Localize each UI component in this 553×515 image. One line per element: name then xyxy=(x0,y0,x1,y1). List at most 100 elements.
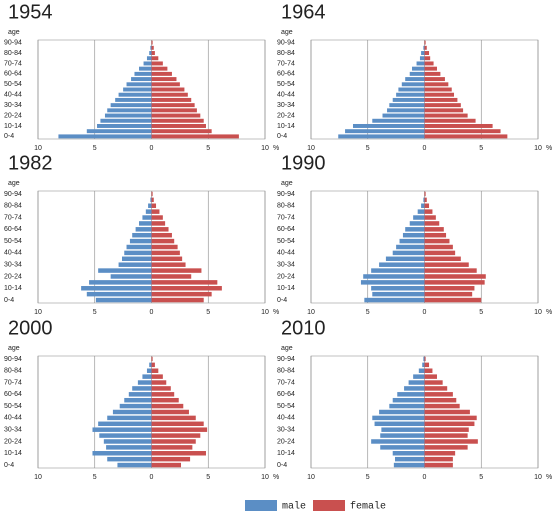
bar xyxy=(424,445,468,450)
bar xyxy=(424,215,436,220)
bar xyxy=(424,456,453,462)
bar xyxy=(424,409,470,415)
chart-title: 1990 xyxy=(281,152,326,174)
y-tick-label: 90-94 xyxy=(4,39,22,46)
bar xyxy=(151,71,172,76)
bar xyxy=(58,134,152,139)
y-tick-label: 30-34 xyxy=(4,427,22,434)
bar xyxy=(408,380,425,385)
bar xyxy=(151,415,196,421)
bar xyxy=(151,262,186,267)
bar xyxy=(151,123,206,128)
bar xyxy=(424,61,434,66)
bar xyxy=(107,456,152,462)
bar xyxy=(151,92,188,97)
bar xyxy=(424,268,477,273)
x-tick-label: 0 xyxy=(150,145,154,152)
bar xyxy=(372,415,425,421)
chart-title: 2000 xyxy=(8,317,53,339)
bar xyxy=(424,427,469,432)
bar xyxy=(424,403,460,409)
x-axis-label: % xyxy=(273,145,279,152)
y-tick-label: 0-4 xyxy=(277,462,287,469)
y-tick-label: 50-54 xyxy=(4,238,22,245)
y-tick-label: 80-84 xyxy=(277,203,295,210)
bar xyxy=(151,297,204,303)
bar xyxy=(151,221,166,226)
bar xyxy=(150,197,152,203)
bar xyxy=(374,421,425,427)
bar xyxy=(424,262,469,267)
y-tick-label: 50-54 xyxy=(4,403,22,410)
bar xyxy=(131,77,152,82)
x-tick-label: 0 xyxy=(423,145,427,152)
bar xyxy=(424,103,461,108)
bar xyxy=(151,380,167,385)
bar xyxy=(151,129,212,134)
bar xyxy=(97,123,152,128)
bar xyxy=(151,209,160,214)
bar xyxy=(98,268,152,273)
y-tick-label: 80-84 xyxy=(4,368,22,375)
x-tick-label: 10 xyxy=(261,309,269,316)
bar xyxy=(151,427,208,432)
y-tick-label: 20-24 xyxy=(4,112,22,119)
bar xyxy=(421,51,425,56)
bar xyxy=(424,374,437,379)
bar xyxy=(112,409,152,415)
chart-title: 1982 xyxy=(8,152,53,174)
bar xyxy=(424,297,482,303)
bar xyxy=(151,397,179,403)
x-tick-label: 5 xyxy=(366,474,370,481)
y-tick-label: 60-64 xyxy=(277,226,295,233)
bar xyxy=(424,392,453,397)
bar xyxy=(417,209,425,214)
bar xyxy=(424,274,486,279)
bar xyxy=(151,286,222,291)
x-tick-label: 10 xyxy=(34,474,42,481)
x-tick-label: 5 xyxy=(366,145,370,152)
bar xyxy=(104,113,152,118)
bar xyxy=(100,118,152,123)
x-tick-label: 5 xyxy=(93,309,97,316)
bar xyxy=(151,356,153,362)
bar xyxy=(107,108,152,113)
bar xyxy=(148,203,152,208)
bar xyxy=(424,462,453,468)
bar xyxy=(424,56,431,61)
chart-title: 2010 xyxy=(281,317,326,339)
y-tick-label: 20-24 xyxy=(277,438,295,445)
bar xyxy=(364,297,425,303)
bar xyxy=(423,45,425,50)
bar xyxy=(424,439,478,444)
x-tick-label: 5 xyxy=(206,474,210,481)
y-tick-label: 50-54 xyxy=(4,81,22,88)
bar xyxy=(151,256,183,262)
y-tick-label: 40-44 xyxy=(277,415,295,422)
x-tick-label: 10 xyxy=(34,145,42,152)
bar xyxy=(424,256,461,262)
y-tick-label: 10-14 xyxy=(4,123,22,130)
x-axis-label: % xyxy=(546,309,552,316)
y-tick-label: 40-44 xyxy=(4,250,22,257)
bar xyxy=(409,71,425,76)
bar xyxy=(146,368,152,373)
bar xyxy=(132,386,152,391)
chart-title: 1954 xyxy=(8,1,53,23)
y-tick-label: 50-54 xyxy=(277,238,295,245)
y-tick-label: 30-34 xyxy=(4,102,22,109)
bar xyxy=(151,191,153,197)
bar xyxy=(380,445,425,450)
bar xyxy=(115,97,152,102)
legend-swatch xyxy=(245,500,277,511)
bar xyxy=(422,362,425,368)
bar xyxy=(382,113,425,118)
bar xyxy=(338,134,425,139)
y-tick-label: 90-94 xyxy=(277,39,295,46)
bar xyxy=(151,215,163,220)
x-tick-label: 10 xyxy=(534,145,542,152)
y-tick-label: 30-34 xyxy=(4,262,22,269)
x-tick-label: 5 xyxy=(206,309,210,316)
bar xyxy=(143,61,152,66)
x-tick-label: 10 xyxy=(534,474,542,481)
